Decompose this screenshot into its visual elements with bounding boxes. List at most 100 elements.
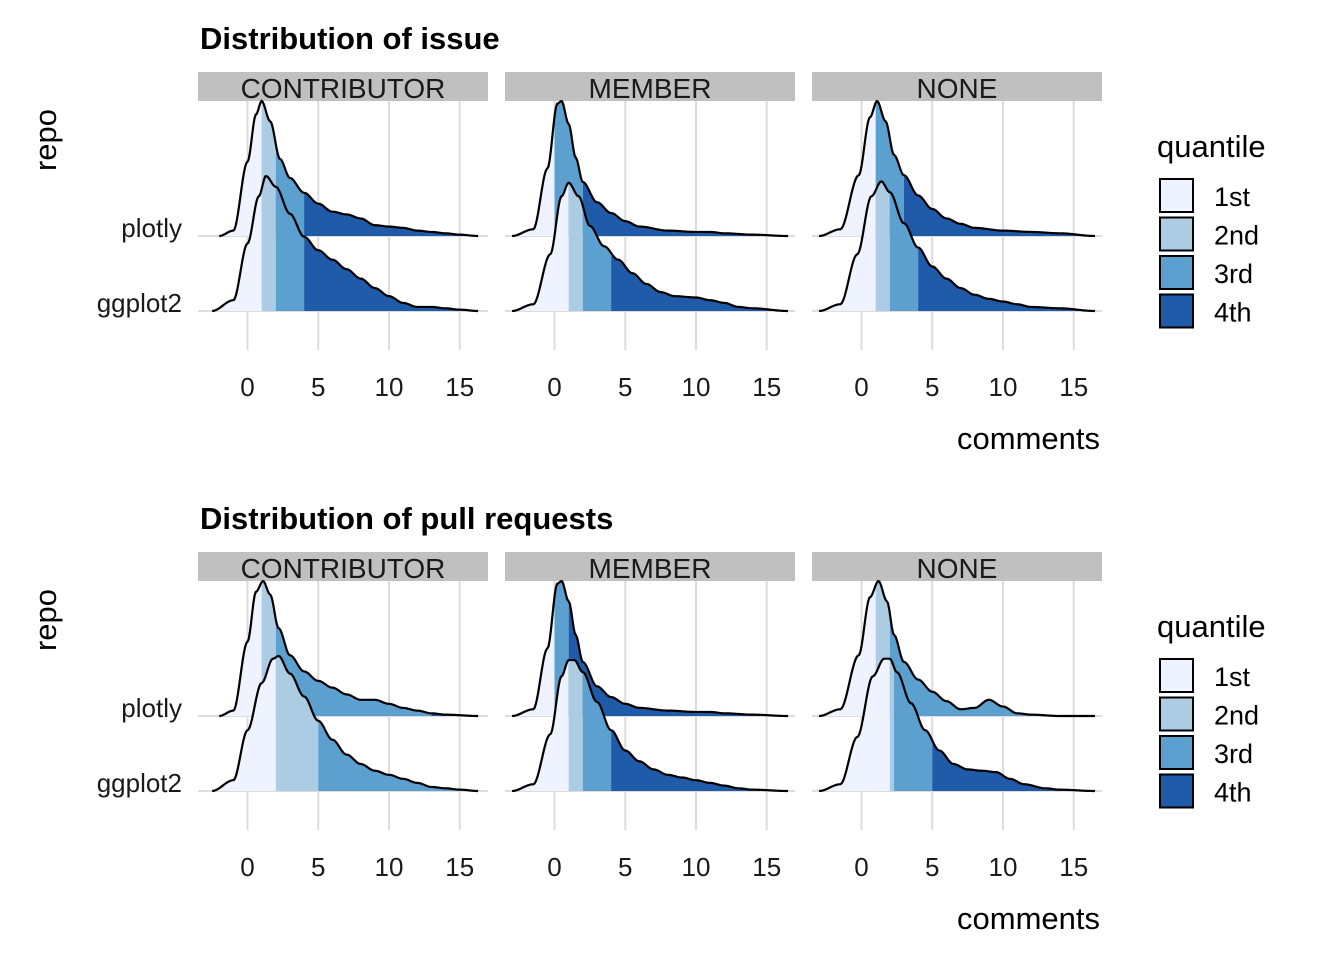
- legend-label: 3rd: [1214, 259, 1253, 289]
- chart-title: Distribution of issue: [200, 21, 500, 56]
- ridge-outline: [512, 579, 788, 718]
- y-tick-label: plotly: [121, 213, 182, 243]
- ridge-quantile-band: [512, 660, 569, 791]
- chart-block: Distribution of pull requests repo comment…: [28, 501, 1266, 936]
- legend-label: 2nd: [1214, 701, 1259, 731]
- chart-block: Distribution of issue repo comments plotly g…: [28, 21, 1266, 456]
- ridge-quantile-band: [889, 192, 919, 311]
- legend-label: 3rd: [1214, 739, 1253, 769]
- ridge-quantile-band: [275, 656, 319, 791]
- x-tick-label: 10: [682, 372, 711, 402]
- ridge-outline: [819, 657, 1095, 793]
- legend-key: [1159, 178, 1194, 213]
- ridge-quantile-band: [568, 182, 583, 311]
- x-tick-label: 0: [854, 372, 868, 402]
- ridge-quantile-band: [304, 236, 479, 311]
- ridge-quantile-band: [932, 740, 1095, 791]
- facet-strip-label: MEMBER: [589, 553, 712, 584]
- ridge-quantile-band: [318, 720, 479, 791]
- x-tick-label: 0: [547, 852, 561, 882]
- x-tick-label: 10: [682, 852, 711, 882]
- y-axis-title: repo: [28, 109, 63, 171]
- facet-strip: [812, 552, 1102, 581]
- x-tick-label: 5: [925, 852, 939, 882]
- x-tick-label: 5: [618, 852, 632, 882]
- chart-title: Distribution of pull requests: [200, 501, 613, 536]
- ridge-outline: [819, 579, 1095, 718]
- y-tick-label: ggplot2: [97, 288, 182, 318]
- ridge-outline: [212, 174, 479, 313]
- ridge-outline: [819, 180, 1095, 313]
- legend-key: [1159, 293, 1194, 329]
- legend-title: quantile: [1157, 609, 1266, 644]
- facet-panel: MEMBER 0 5 10 15: [505, 552, 795, 882]
- x-tick-label: 0: [240, 852, 254, 882]
- ridge-quantile-band: [275, 186, 305, 311]
- ridge-quantile-band: [261, 176, 276, 311]
- facet-strip: [505, 72, 795, 101]
- facet-strip: [812, 72, 1102, 101]
- x-tick-label: 15: [445, 852, 474, 882]
- ridge-quantile-band: [512, 596, 555, 716]
- ridge-outline: [219, 99, 479, 238]
- ridge-quantile-band: [212, 189, 262, 311]
- ridge-quantile-band: [275, 619, 432, 716]
- legend: quantile 1st 2nd 3rd 4th: [1157, 609, 1266, 809]
- ridge-quantile-band: [819, 102, 876, 237]
- ridge-quantile-band: [219, 101, 262, 236]
- ridge-outline: [512, 99, 788, 238]
- ridge-quantile-band: [819, 190, 876, 311]
- legend-label: 2nd: [1214, 221, 1259, 251]
- x-tick-label: 0: [854, 852, 868, 882]
- ridge-outline: [819, 99, 1095, 238]
- legend-label: 4th: [1214, 298, 1252, 328]
- ridge-quantile-band: [819, 585, 876, 716]
- facet-panel: NONE 0 5 10 15: [812, 72, 1102, 402]
- ridge-outline: [512, 181, 788, 313]
- legend-key: [1159, 773, 1194, 809]
- x-tick-label: 15: [1059, 852, 1088, 882]
- legend-title: quantile: [1157, 129, 1266, 164]
- x-axis-title: comments: [957, 901, 1100, 936]
- legend-key: [1159, 216, 1194, 252]
- facet-strip-label: CONTRIBUTOR: [241, 553, 446, 584]
- ridge-quantile-band: [304, 192, 479, 236]
- x-tick-label: 10: [989, 372, 1018, 402]
- ridge-quantile-band: [894, 667, 933, 791]
- ridge-outline: [219, 579, 479, 718]
- ridge-quantile-band: [212, 657, 276, 791]
- ridge-quantile-band: [918, 247, 1095, 311]
- ridge-quantile-band: [819, 658, 890, 791]
- ridge-quantile-band: [219, 582, 262, 716]
- x-tick-label: 5: [618, 372, 632, 402]
- ridge-quantile-band: [582, 182, 788, 236]
- x-axis-title: comments: [957, 421, 1100, 456]
- ridge-quantile-band: [889, 658, 895, 791]
- facet-panel: CONTRIBUTOR 0 5 10 15: [198, 552, 488, 882]
- x-tick-label: 15: [445, 372, 474, 402]
- facet-strip: [505, 552, 795, 581]
- x-tick-label: 15: [752, 852, 781, 882]
- facet-strip-label: NONE: [917, 553, 998, 584]
- ridge-quantile-band: [568, 601, 788, 716]
- x-tick-label: 10: [375, 372, 404, 402]
- legend-key: [1159, 658, 1194, 693]
- facet-strip-label: NONE: [917, 73, 998, 104]
- x-tick-label: 10: [989, 852, 1018, 882]
- facet-strip-label: CONTRIBUTOR: [241, 73, 446, 104]
- legend: quantile 1st 2nd 3rd 4th: [1157, 129, 1266, 329]
- ridge-quantile-band: [582, 205, 612, 311]
- x-tick-label: 0: [240, 372, 254, 402]
- legend-key: [1159, 255, 1194, 290]
- facet-strip: [198, 552, 488, 581]
- facet-panel: MEMBER 0 5 10 15: [505, 72, 795, 402]
- x-tick-label: 10: [375, 852, 404, 882]
- legend-label: 1st: [1214, 182, 1251, 212]
- x-tick-label: 15: [752, 372, 781, 402]
- legend-label: 1st: [1214, 662, 1251, 692]
- ridge-quantile-band: [611, 730, 788, 791]
- x-tick-label: 15: [1059, 372, 1088, 402]
- x-tick-label: 5: [311, 852, 325, 882]
- y-tick-label: plotly: [121, 693, 182, 723]
